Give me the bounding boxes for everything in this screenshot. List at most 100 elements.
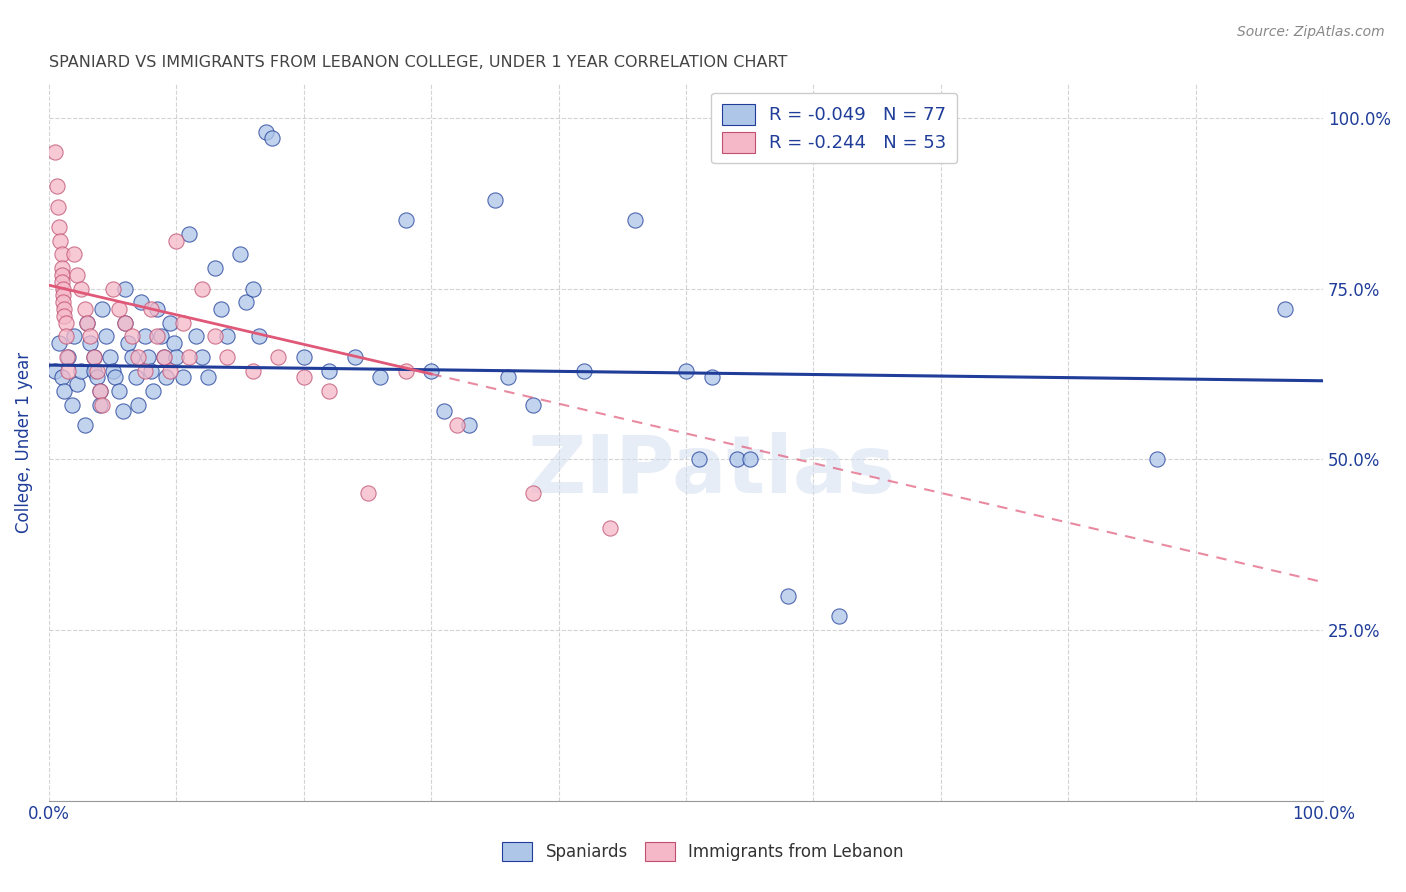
Point — [172, 370, 194, 384]
Point — [159, 316, 181, 330]
Point — [83, 363, 105, 377]
Point — [229, 247, 252, 261]
Legend: Spaniards, Immigrants from Lebanon: Spaniards, Immigrants from Lebanon — [496, 835, 910, 868]
Point — [66, 268, 89, 282]
Point — [522, 486, 544, 500]
Point — [343, 350, 366, 364]
Point — [76, 316, 98, 330]
Point — [204, 329, 226, 343]
Point — [1146, 452, 1168, 467]
Point — [725, 452, 748, 467]
Point — [108, 384, 131, 398]
Point — [146, 329, 169, 343]
Point — [121, 350, 143, 364]
Point — [496, 370, 519, 384]
Point — [127, 350, 149, 364]
Point — [60, 398, 83, 412]
Point — [139, 363, 162, 377]
Point — [356, 486, 378, 500]
Point — [73, 418, 96, 433]
Point — [242, 363, 264, 377]
Point — [163, 336, 186, 351]
Point — [63, 247, 86, 261]
Point — [675, 363, 697, 377]
Point — [73, 302, 96, 317]
Point — [395, 363, 418, 377]
Text: Source: ZipAtlas.com: Source: ZipAtlas.com — [1237, 25, 1385, 39]
Point — [83, 350, 105, 364]
Point — [738, 452, 761, 467]
Point — [484, 193, 506, 207]
Y-axis label: College, Under 1 year: College, Under 1 year — [15, 351, 32, 533]
Point — [117, 336, 139, 351]
Point — [395, 213, 418, 227]
Point — [79, 329, 101, 343]
Point — [155, 370, 177, 384]
Point — [89, 384, 111, 398]
Point — [114, 316, 136, 330]
Point — [217, 350, 239, 364]
Point — [55, 316, 77, 330]
Point — [55, 329, 77, 343]
Point — [260, 131, 283, 145]
Text: SPANIARD VS IMMIGRANTS FROM LEBANON COLLEGE, UNDER 1 YEAR CORRELATION CHART: SPANIARD VS IMMIGRANTS FROM LEBANON COLL… — [49, 55, 787, 70]
Point — [138, 350, 160, 364]
Point — [91, 302, 114, 317]
Point — [44, 145, 66, 159]
Point — [53, 309, 76, 323]
Point — [142, 384, 165, 398]
Point — [48, 220, 70, 235]
Point — [96, 329, 118, 343]
Point — [56, 363, 79, 377]
Point — [235, 295, 257, 310]
Point — [688, 452, 710, 467]
Point — [217, 329, 239, 343]
Point — [129, 295, 152, 310]
Point — [146, 302, 169, 317]
Point — [165, 234, 187, 248]
Point — [599, 520, 621, 534]
Point — [51, 261, 73, 276]
Point — [51, 268, 73, 282]
Point — [433, 404, 456, 418]
Point — [292, 370, 315, 384]
Point — [420, 363, 443, 377]
Point — [127, 398, 149, 412]
Point — [44, 363, 66, 377]
Point — [209, 302, 232, 317]
Point — [76, 316, 98, 330]
Point — [53, 302, 76, 317]
Point — [86, 363, 108, 377]
Point — [152, 350, 174, 364]
Point — [159, 363, 181, 377]
Point — [111, 404, 134, 418]
Point — [114, 316, 136, 330]
Point — [700, 370, 723, 384]
Point — [172, 316, 194, 330]
Point — [56, 350, 79, 364]
Point — [51, 370, 73, 384]
Point — [53, 384, 76, 398]
Point — [1274, 302, 1296, 317]
Point — [368, 370, 391, 384]
Point — [191, 282, 214, 296]
Legend: R = -0.049   N = 77, R = -0.244   N = 53: R = -0.049 N = 77, R = -0.244 N = 53 — [711, 93, 957, 163]
Point — [152, 350, 174, 364]
Point — [204, 261, 226, 276]
Point — [89, 398, 111, 412]
Point — [104, 370, 127, 384]
Point — [184, 329, 207, 343]
Point — [49, 234, 72, 248]
Point — [121, 329, 143, 343]
Point — [134, 329, 156, 343]
Point — [624, 213, 647, 227]
Point — [134, 363, 156, 377]
Point — [79, 336, 101, 351]
Point — [197, 370, 219, 384]
Point — [776, 589, 799, 603]
Point — [165, 350, 187, 364]
Point — [179, 350, 201, 364]
Point — [101, 363, 124, 377]
Point — [108, 302, 131, 317]
Text: ZIPatlas: ZIPatlas — [527, 432, 896, 510]
